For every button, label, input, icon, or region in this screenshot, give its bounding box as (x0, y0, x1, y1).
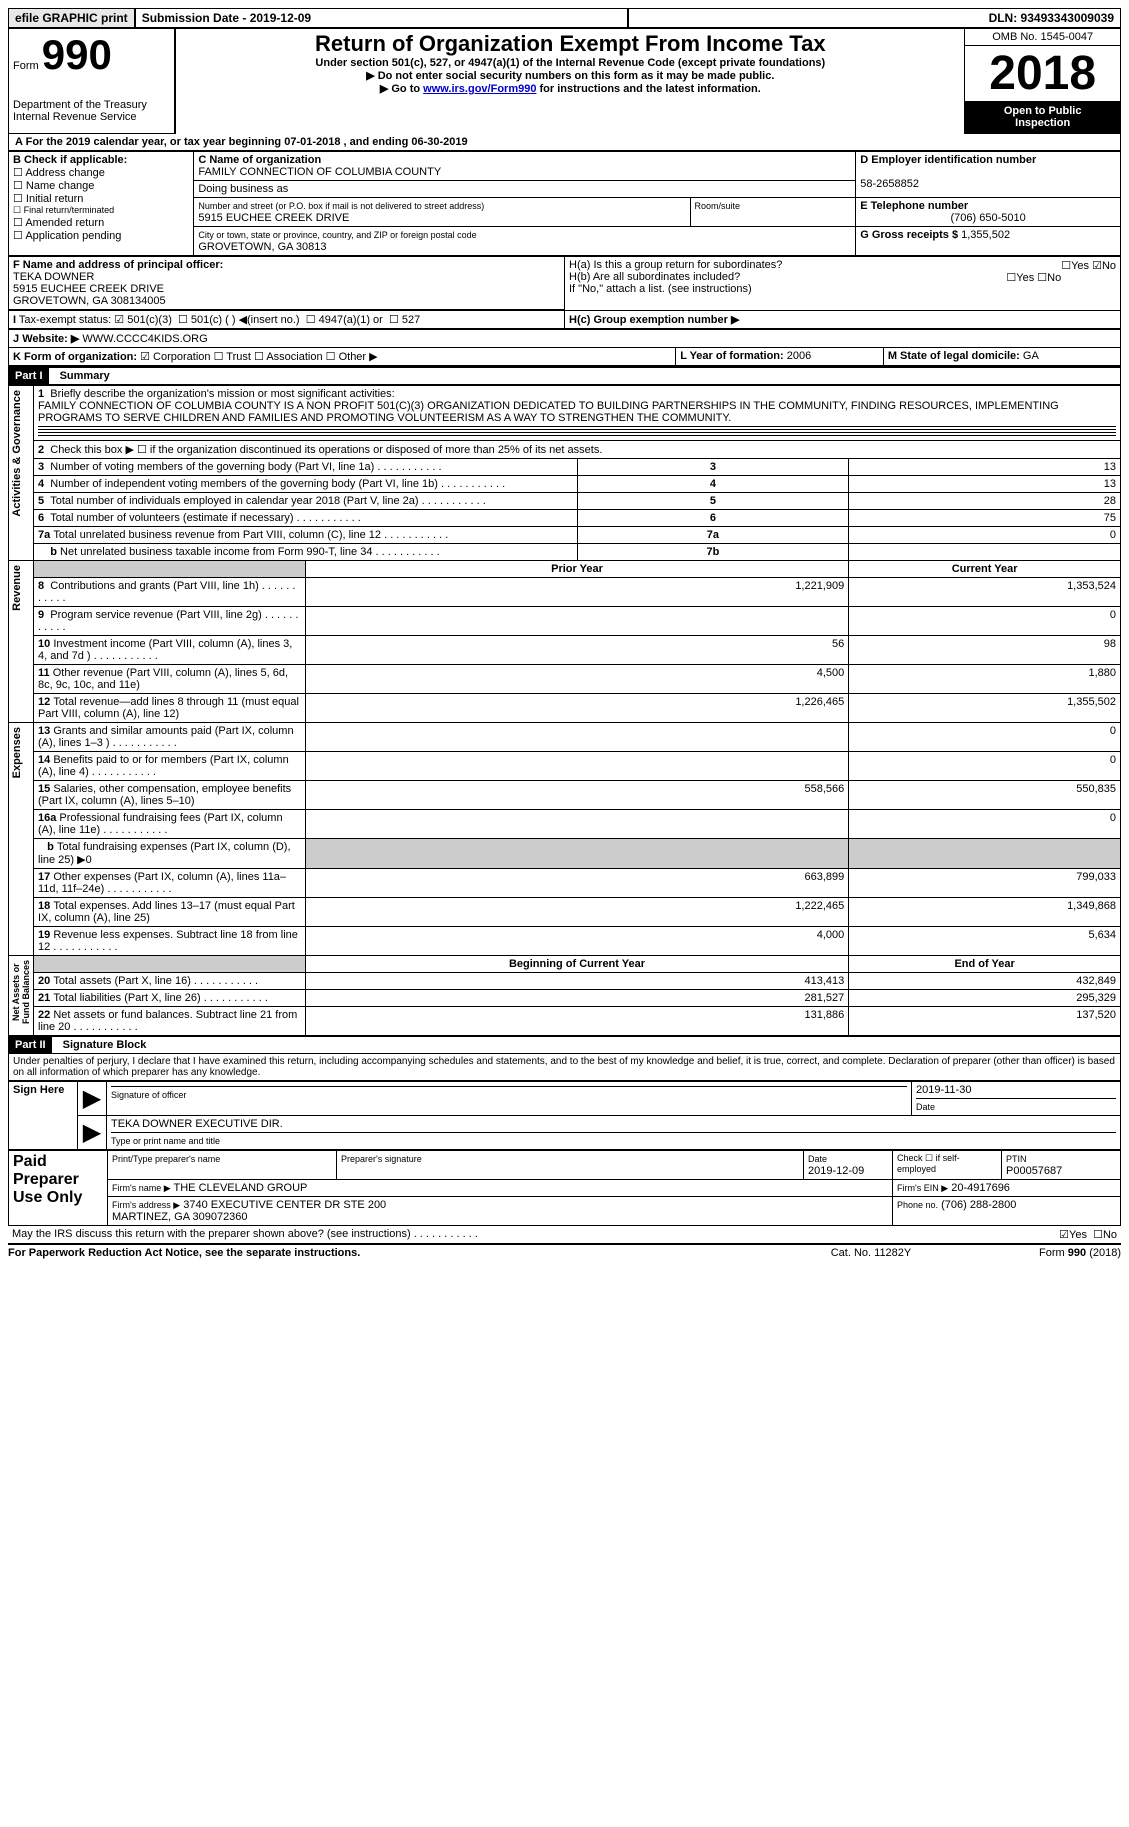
row-6: 6 Total number of volunteers (estimate i… (9, 510, 1121, 527)
note1: ▶ Do not enter social security numbers o… (180, 69, 960, 82)
chk-initial[interactable]: ☐ Initial return (13, 192, 189, 205)
entity-info: B Check if applicable: ☐ Address change … (8, 151, 1121, 256)
form-label: Form (13, 60, 39, 72)
form-subtitle: Under section 501(c), 527, or 4947(a)(1)… (180, 57, 960, 69)
e-label: E Telephone number (860, 200, 968, 212)
dba-label: Doing business as (198, 183, 288, 195)
section-jklm: J Website: ▶ WWW.CCCC4KIDS.ORG K Form of… (8, 329, 1121, 366)
officer-street: 5915 EUCHEE CREEK DRIVE (13, 283, 164, 295)
hb-note: If "No," attach a list. (see instruction… (569, 283, 752, 295)
form-footer: Form 990 (2018) (971, 1247, 1121, 1259)
footer: May the IRS discuss this return with the… (8, 1226, 1121, 1243)
efile-button[interactable]: efile GRAPHIC print (8, 8, 135, 28)
chk-pending[interactable]: ☐ Application pending (13, 229, 189, 242)
hc-label: H(c) Group exemption number ▶ (569, 314, 739, 326)
form-header: Form 990 Department of the Treasury Inte… (8, 28, 1121, 134)
open-inspection: Open to Public Inspection (965, 101, 1120, 133)
street: 5915 EUCHEE CREEK DRIVE (198, 212, 349, 224)
side-expenses: Expenses (9, 723, 25, 782)
sign-here: Sign Here ▶ Signature of officer 2019-11… (8, 1081, 1121, 1150)
sig-date: 2019-11-30 (916, 1084, 971, 1096)
row-4: 4 Number of independent voting members o… (9, 476, 1121, 493)
omb: OMB No. 1545-0047 (965, 29, 1120, 46)
chk-final[interactable]: ☐ Final return/terminated (13, 205, 189, 216)
d-label: D Employer identification number (860, 154, 1036, 166)
section-i: I Tax-exempt status: ☑ 501(c)(3) ☐ 501(c… (8, 310, 1121, 329)
side-netassets: Net Assets or Fund Balances (9, 956, 33, 1028)
ein: 58-2658852 (860, 178, 919, 190)
section-b-heading: B Check if applicable: (13, 154, 189, 166)
chk-amended[interactable]: ☐ Amended return (13, 216, 189, 229)
ha-label: H(a) Is this a group return for subordin… (569, 259, 782, 271)
gross-receipts: 1,355,502 (961, 229, 1010, 241)
form990-link[interactable]: www.irs.gov/Form990 (423, 83, 536, 95)
part-i-tab: Part I (9, 368, 49, 384)
chk-name[interactable]: ☐ Name change (13, 179, 189, 192)
mission: FAMILY CONNECTION OF COLUMBIA COUNTY IS … (38, 400, 1059, 424)
submission-date: Submission Date - 2019-12-09 (135, 8, 628, 28)
side-activities: Activities & Governance (9, 386, 25, 521)
row-5: 5 Total number of individuals employed i… (9, 493, 1121, 510)
paid-preparer: Paid Preparer Use Only Print/Type prepar… (8, 1150, 1121, 1226)
paperwork-notice: For Paperwork Reduction Act Notice, see … (8, 1247, 771, 1259)
hb-label: H(b) Are all subordinates included? (569, 271, 740, 283)
website: WWW.CCCC4KIDS.ORG (82, 333, 207, 345)
part-ii-tab: Part II (9, 1037, 52, 1053)
dln: DLN: 93493343009039 (628, 8, 1121, 28)
c-label: C Name of organization (198, 154, 321, 166)
tax-year: 2018 (965, 46, 1120, 101)
form-number: 990 (42, 31, 112, 78)
perjury: Under penalties of perjury, I declare th… (8, 1054, 1121, 1081)
org-name: FAMILY CONNECTION OF COLUMBIA COUNTY (198, 166, 441, 178)
top-bar: efile GRAPHIC print Submission Date - 20… (8, 8, 1121, 28)
city: GROVETOWN, GA 30813 (198, 241, 326, 253)
g-label: G Gross receipts $ (860, 229, 958, 241)
summary-table: Activities & Governance 1 Briefly descri… (8, 385, 1121, 1036)
note2: ▶ Go to www.irs.gov/Form990 for instruct… (180, 82, 960, 95)
row-7b: b Net unrelated business taxable income … (9, 544, 1121, 561)
officer-name-title: TEKA DOWNER EXECUTIVE DIR. (111, 1118, 283, 1130)
part-i-title: Summary (52, 370, 110, 382)
dept: Department of the Treasury Internal Reve… (13, 99, 170, 123)
officer-name: TEKA DOWNER (13, 271, 94, 283)
row-7a: 7a Total unrelated business revenue from… (9, 527, 1121, 544)
cat-no: Cat. No. 11282Y (771, 1247, 971, 1259)
row-3: 3 Number of voting members of the govern… (9, 459, 1121, 476)
form-title: Return of Organization Exempt From Incom… (180, 31, 960, 57)
section-f-h: F Name and address of principal officer:… (8, 256, 1121, 310)
part-ii-title: Signature Block (55, 1039, 147, 1051)
chk-address[interactable]: ☐ Address change (13, 166, 189, 179)
officer-city: GROVETOWN, GA 308134005 (13, 295, 166, 307)
phone: (706) 650-5010 (860, 212, 1116, 224)
line-a: A For the 2019 calendar year, or tax yea… (8, 134, 1121, 151)
side-revenue: Revenue (9, 561, 25, 615)
